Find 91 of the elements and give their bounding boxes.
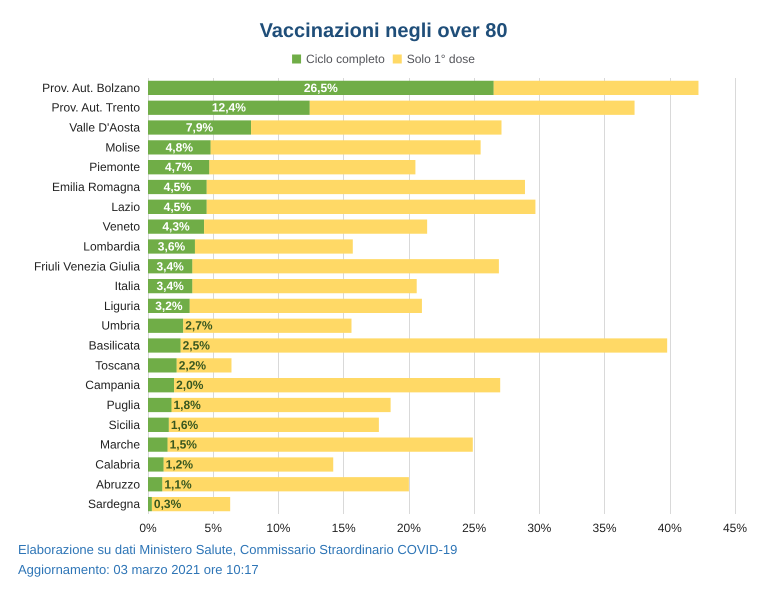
legend-label: Solo 1° dose	[406, 52, 476, 66]
bar	[148, 398, 172, 412]
bar	[148, 80, 494, 96]
legend-label: Ciclo completo	[306, 52, 386, 66]
y-tick-label: Toscana	[95, 358, 140, 372]
x-tick-label: 40%	[658, 521, 682, 535]
y-tick-label: Lazio	[111, 200, 140, 214]
y-tick-label: Puglia	[106, 398, 140, 412]
data-label: 26,5%	[304, 80, 338, 95]
data-label: 1,8%	[173, 398, 202, 412]
bar	[206, 200, 536, 214]
x-tick-label: 15%	[332, 521, 356, 535]
data-label: 1,1%	[164, 477, 192, 492]
data-label: 3,2%	[155, 298, 183, 313]
data-label: 12,4%	[212, 100, 246, 115]
bar	[148, 477, 162, 492]
y-tick-label: Lombardia	[83, 239, 140, 254]
x-tick-label: 0%	[139, 521, 157, 535]
bar	[194, 239, 353, 254]
bar	[168, 438, 473, 452]
text: Elaborazione su dati Ministero Salute, Commissario Straordinario COVID-19	[18, 542, 458, 557]
data-label: 0,3%	[154, 497, 182, 512]
bar	[148, 438, 168, 452]
data-label: 4,5%	[164, 180, 192, 194]
bar	[192, 278, 417, 294]
data-label: 2,5%	[182, 338, 210, 353]
data-label: 4,5%	[164, 200, 192, 214]
bar	[148, 457, 164, 472]
bar	[148, 496, 152, 512]
y-tick-label: Prov. Aut. Trento	[52, 100, 140, 115]
y-tick-label: Piemonte	[89, 160, 140, 174]
bar	[168, 418, 379, 432]
data-label: 1,5%	[170, 438, 198, 452]
data-label: 1,6%	[170, 418, 199, 432]
bar	[192, 259, 499, 274]
x-tick-label: 30%	[527, 521, 552, 535]
text: Aggiornamento: 03 marzo 2021 ore 10:17	[18, 562, 259, 577]
data-label: 3,4%	[156, 259, 184, 274]
bar	[148, 100, 310, 115]
bar	[183, 318, 352, 333]
y-tick-label: Veneto	[102, 220, 140, 234]
y-tick-label: Italia	[114, 279, 140, 294]
y-tick-label: Umbria	[101, 318, 140, 333]
y-tick-label: Molise	[105, 140, 140, 154]
x-tick-label: 10%	[266, 521, 291, 535]
bar	[209, 160, 416, 174]
bar	[164, 457, 334, 472]
bar	[148, 418, 169, 432]
bar	[180, 338, 668, 353]
y-tick-label: Liguria	[104, 298, 140, 313]
data-label: 4,3%	[162, 220, 190, 234]
bar	[148, 378, 174, 392]
x-tick-label: 45%	[722, 521, 748, 535]
x-tick-label: 20%	[396, 521, 422, 535]
y-tick-label: Valle D'Aosta	[69, 120, 140, 135]
x-tick-label: 5%	[204, 521, 222, 535]
chart-title: Vaccinazioni negli over 80	[260, 20, 508, 42]
y-tick-label: Basilicata	[88, 338, 140, 353]
y-tick-label: Sardegna	[88, 497, 140, 512]
data-label: 2,7%	[185, 318, 213, 333]
data-label: 1,2%	[166, 457, 194, 472]
bar	[174, 378, 500, 392]
y-tick-label: Campania	[85, 378, 140, 392]
data-label: 3,4%	[156, 279, 184, 294]
bar	[148, 358, 177, 372]
data-label: 4,7%	[164, 160, 193, 174]
bar	[148, 338, 181, 353]
bar	[210, 140, 481, 154]
bar	[494, 80, 698, 96]
y-tick-label: Abruzzo	[96, 477, 140, 492]
bar	[251, 120, 502, 135]
y-tick-label: Friuli Venezia Giulia	[34, 259, 140, 274]
data-label: 7,9%	[186, 120, 214, 135]
bar	[206, 180, 525, 194]
data-label: 3,6%	[158, 239, 186, 254]
x-tick-label: 35%	[592, 521, 617, 535]
y-tick-label: Marche	[100, 438, 140, 452]
x-tick-label: 25%	[462, 521, 486, 535]
y-tick-label: Calabria	[95, 457, 140, 472]
bar	[190, 298, 422, 314]
bar	[162, 477, 409, 492]
bar	[204, 220, 428, 234]
data-label: 2,2%	[178, 358, 206, 372]
y-tick-label: Emilia Romagna	[52, 180, 140, 194]
y-tick-label: Prov. Aut. Bolzano	[42, 80, 140, 95]
bar	[310, 100, 635, 115]
y-tick-label: Sicilia	[108, 418, 140, 432]
data-label: 2,0%	[176, 378, 204, 392]
data-label: 4,8%	[166, 140, 194, 154]
bar	[148, 318, 184, 333]
bar	[171, 398, 391, 412]
